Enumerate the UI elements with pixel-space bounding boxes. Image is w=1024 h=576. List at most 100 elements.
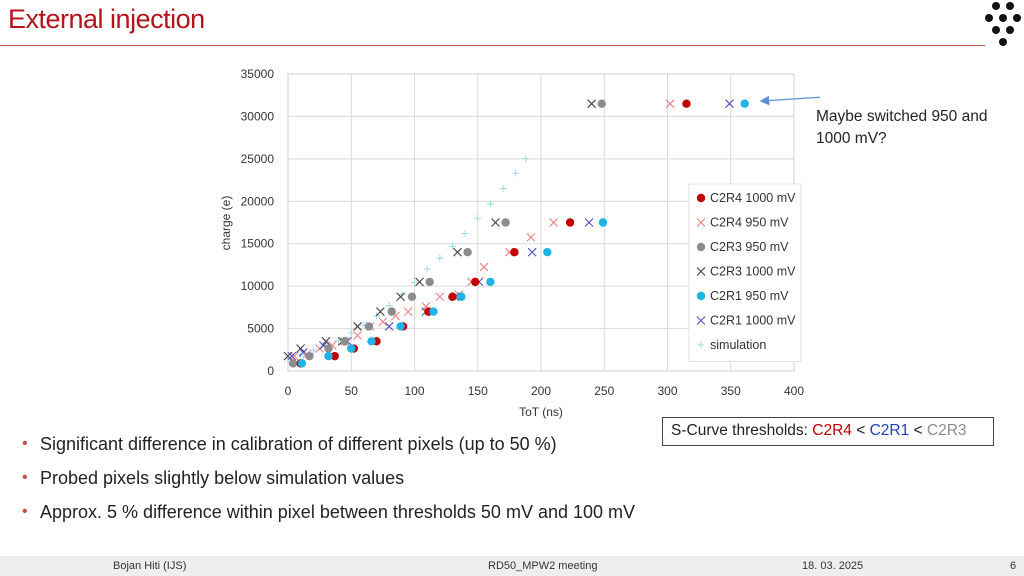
point-c2r3-1000-mv bbox=[453, 247, 462, 257]
legend-marker-c2r4-1000-mv bbox=[696, 193, 706, 203]
point-c2r4-950-mv bbox=[526, 232, 536, 242]
title-divider bbox=[0, 45, 985, 46]
point-c2r3-1000-mv bbox=[353, 322, 362, 331]
legend-marker-c2r3-950-mv bbox=[696, 242, 706, 252]
scurve-thresholds-box: S-Curve thresholds: C2R4 < C2R1 < C2R3 bbox=[662, 417, 994, 446]
point-c2r1-950-mv bbox=[396, 322, 405, 331]
chart-legend: C2R4 1000 mV C2R4 950 mV C2R3 950 mV C2R3 1… bbox=[688, 183, 802, 362]
point-c2r4-1000-mv bbox=[471, 277, 480, 287]
y-axis-label: charge (e) bbox=[219, 196, 233, 251]
point-c2r4-1000-mv bbox=[330, 351, 340, 361]
slide-footer: Bojan Hiti (IJS) RD50_MPW2 meeting 18. 0… bbox=[0, 556, 1024, 576]
footer-page-number: 6 bbox=[1010, 560, 1017, 572]
scurve-c2r4: C2R4 bbox=[812, 422, 852, 439]
bullet-item: • Significant difference in calibration o… bbox=[20, 430, 635, 464]
point-c2r3-1000-mv bbox=[587, 99, 596, 109]
legend-label-c2r4-1000-mv: C2R4 1000 mV bbox=[710, 191, 796, 205]
y-tick-label: 35000 bbox=[241, 67, 275, 81]
point-c2r3-950-mv bbox=[463, 248, 472, 257]
point-c2r3-1000-mv bbox=[283, 351, 293, 361]
annotation-arrow bbox=[759, 95, 820, 106]
point-c2r3-950-mv bbox=[597, 99, 606, 108]
x-axis-label: ToT (ns) bbox=[519, 405, 563, 419]
point-simulation bbox=[499, 185, 507, 193]
point-simulation bbox=[373, 312, 381, 320]
point-c2r3-1000-mv bbox=[321, 336, 331, 346]
scurve-lt-2: < bbox=[909, 422, 927, 439]
point-c2r1-1000-mv bbox=[725, 99, 734, 109]
y-tick-label: 0 bbox=[267, 364, 274, 378]
point-c2r3-1000-mv bbox=[415, 277, 424, 287]
point-c2r1-1000-mv bbox=[584, 218, 594, 227]
point-simulation bbox=[512, 169, 520, 177]
legend-label-c2r3-950-mv: C2R3 950 mV bbox=[710, 240, 789, 254]
scurve-c2r3: C2R3 bbox=[926, 422, 967, 439]
slide-title: External injection bbox=[8, 4, 205, 34]
point-c2r3-950-mv bbox=[364, 322, 374, 331]
point-c2r1-950-mv bbox=[429, 307, 438, 316]
point-c2r3-950-mv bbox=[501, 218, 510, 227]
point-c2r1-950-mv bbox=[543, 248, 552, 257]
point-simulation bbox=[461, 230, 469, 238]
footer-meeting: RD50_MPW2 meeting bbox=[488, 560, 598, 572]
point-c2r4-950-mv bbox=[665, 99, 675, 109]
point-c2r4-950-mv bbox=[378, 317, 388, 327]
legend-label-c2r1-950-mv: C2R1 950 mV bbox=[710, 289, 789, 303]
y-tick-label: 25000 bbox=[241, 152, 275, 166]
point-simulation bbox=[522, 155, 530, 163]
point-c2r1-1000-mv bbox=[384, 322, 394, 331]
footer-date: 18. 03. 2025 bbox=[802, 560, 864, 572]
point-c2r1-950-mv bbox=[740, 99, 749, 108]
point-c2r3-1000-mv bbox=[375, 307, 385, 316]
point-simulation bbox=[411, 279, 418, 287]
x-tick-label: 400 bbox=[784, 384, 804, 398]
bullet-dot-icon: • bbox=[22, 469, 28, 486]
point-c2r1-950-mv bbox=[297, 359, 307, 368]
bullet-item: • Probed pixels slightly below simulation… bbox=[20, 464, 635, 498]
point-c2r4-950-mv bbox=[479, 262, 489, 272]
point-c2r3-1000-mv bbox=[296, 344, 306, 353]
legend-marker-c2r4-950-mv bbox=[696, 218, 706, 227]
point-c2r1-1000-mv bbox=[287, 351, 297, 361]
y-tick-label: 5000 bbox=[247, 322, 274, 336]
x-tick-label: 200 bbox=[531, 384, 551, 398]
point-c2r1-950-mv bbox=[457, 292, 466, 301]
point-c2r3-1000-mv bbox=[491, 218, 500, 227]
x-tick-label: 0 bbox=[285, 384, 292, 398]
annotation-text: Maybe switched 950 and 1000 mV? bbox=[816, 108, 988, 147]
legend-marker-c2r3-1000-mv bbox=[696, 267, 706, 276]
point-c2r4-1000-mv bbox=[448, 292, 457, 301]
point-simulation bbox=[398, 291, 406, 299]
x-tick-label: 350 bbox=[721, 384, 741, 398]
point-c2r4-950-mv bbox=[403, 307, 413, 316]
legend-label-simulation: simulation bbox=[710, 338, 766, 352]
point-c2r3-950-mv bbox=[387, 307, 396, 316]
point-simulation bbox=[448, 242, 456, 250]
point-c2r1-950-mv bbox=[347, 344, 356, 353]
point-simulation bbox=[347, 329, 355, 337]
point-c2r1-950-mv bbox=[486, 277, 495, 287]
point-c2r4-1000-mv bbox=[510, 248, 519, 257]
y-tick-label: 10000 bbox=[241, 279, 275, 293]
scurve-c2r1: C2R1 bbox=[869, 422, 910, 439]
point-c2r1-950-mv bbox=[324, 351, 333, 361]
point-c2r3-950-mv bbox=[305, 351, 314, 361]
point-c2r3-950-mv bbox=[324, 344, 333, 353]
point-c2r4-950-mv bbox=[435, 292, 445, 302]
bullet-item: • Approx. 5 % difference within pixel bet… bbox=[20, 498, 635, 532]
bullet-dot-icon: • bbox=[22, 435, 28, 452]
point-c2r4-950-mv bbox=[549, 218, 559, 227]
scurve-prefix: S-Curve thresholds: bbox=[671, 422, 813, 439]
legend-marker-c2r1-1000-mv bbox=[696, 316, 706, 325]
point-c2r1-1000-mv bbox=[527, 247, 537, 257]
point-simulation bbox=[385, 302, 393, 310]
x-tick-label: 150 bbox=[468, 384, 488, 398]
bullet-text: Approx. 5 % difference within pixel betw… bbox=[40, 502, 636, 522]
y-tick-label: 30000 bbox=[241, 109, 275, 123]
tot-charge-chart: 0 50 100 150 200 250 300 350 400 0 5000 10000 15000 2… bbox=[219, 67, 820, 419]
point-c2r4-950-mv bbox=[289, 351, 299, 361]
point-c2r3-1000-mv bbox=[396, 292, 405, 302]
axis-ticks: 0 50 100 150 200 250 300 350 400 0 5000 10000 15000 2… bbox=[241, 67, 805, 398]
legend-label-c2r3-1000-mv: C2R3 1000 mV bbox=[710, 265, 796, 279]
x-tick-label: 250 bbox=[594, 384, 614, 398]
